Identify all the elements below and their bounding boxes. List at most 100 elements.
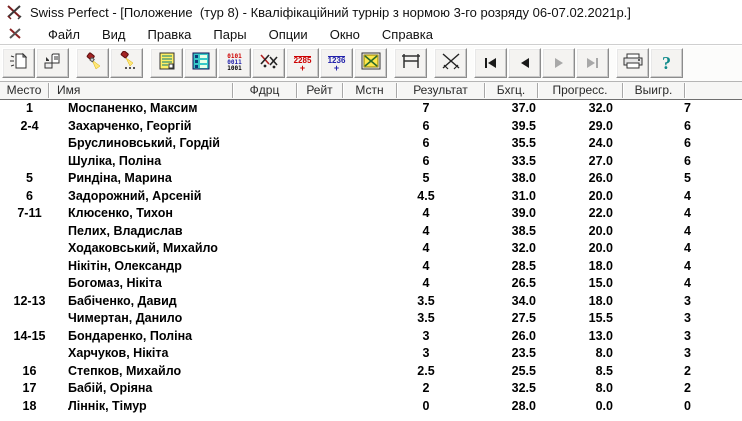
- cell-buchholz: 39.0: [511, 206, 536, 221]
- prev-round-button[interactable]: [508, 48, 541, 78]
- report-cyan-button[interactable]: [184, 48, 217, 78]
- board-picture-button[interactable]: [354, 48, 387, 78]
- cell-result: 4.5: [417, 188, 435, 203]
- table-row[interactable]: 18 Ліннік, Тімур 0 28.0 0.0 0: [0, 398, 742, 416]
- menu-window[interactable]: Окно: [329, 26, 360, 42]
- cell-place: 5: [26, 171, 33, 186]
- title-bar: Swiss Perfect - [Положение (тур 8) - Ква…: [0, 0, 742, 24]
- table-row[interactable]: 7-11 Клюсенко, Тихон 4 39.0 22.0 4: [0, 205, 742, 223]
- table-row[interactable]: 17 Бабій, Оріяна 2 32.5 8.0 2: [0, 380, 742, 398]
- report-yellow-button[interactable]: [150, 48, 183, 78]
- crosstable-button[interactable]: [394, 48, 427, 78]
- next-round-button[interactable]: [542, 48, 575, 78]
- highlight-button[interactable]: [76, 48, 109, 78]
- cell-result: 3.5: [417, 293, 435, 308]
- first-round-button[interactable]: [474, 48, 507, 78]
- cell-place: 2-4: [20, 118, 39, 133]
- cell-wins: 0: [684, 398, 691, 413]
- app-logo-swords-icon: [6, 4, 23, 20]
- report-cyan-icon: [191, 51, 211, 76]
- column-header-4: Мстн: [343, 83, 397, 98]
- table-row[interactable]: 2-4 Захарченко, Георгій 6 39.5 29.0 6: [0, 118, 742, 136]
- column-header-6: Бхгц.: [485, 83, 538, 98]
- open-report-icon: [43, 51, 63, 76]
- cell-wins: 4: [684, 206, 691, 221]
- menu-file[interactable]: Файл: [48, 26, 80, 42]
- cell-name: Риндіна, Марина: [68, 171, 172, 186]
- table-row[interactable]: 16 Степков, Михайло 2.5 25.5 8.5 2: [0, 363, 742, 381]
- last-round-button[interactable]: [576, 48, 609, 78]
- column-header-3: Рейт: [297, 83, 343, 98]
- binary-list-button[interactable]: 0101 0011 1001: [218, 48, 251, 78]
- cell-wins: 5: [684, 171, 691, 186]
- print-button[interactable]: [616, 48, 649, 78]
- cell-result: 0: [422, 398, 430, 413]
- cell-progress: 27.0: [588, 153, 613, 168]
- cell-wins: 3: [684, 293, 691, 308]
- crossed-swords-button[interactable]: [434, 48, 467, 78]
- table-row[interactable]: Чимертан, Данило 3.5 27.5 15.5 3: [0, 310, 742, 328]
- pairing-swords-icon: [258, 52, 280, 75]
- prev-round-icon: [520, 58, 529, 68]
- cell-place: 7-11: [17, 206, 42, 221]
- cell-progress: 18.0: [588, 293, 613, 308]
- table-row[interactable]: Харчуков, Нікіта 3 23.5 8.0 3: [0, 345, 742, 363]
- cell-result: 4: [422, 258, 430, 273]
- menu-bar: Файл Вид Правка Пары Опции Окно Справка: [0, 24, 742, 45]
- menu-help[interactable]: Справка: [381, 26, 433, 42]
- table-header: Место Имя Фдрц Рейт Мстн Результат Бхгц. Прогре…: [0, 82, 742, 100]
- table-row[interactable]: Нікітін, Олександр 4 28.5 18.0 4: [0, 258, 742, 276]
- menu-edit[interactable]: Правка: [147, 26, 192, 42]
- table-row[interactable]: Пелих, Владислав 4 38.5 20.0 4: [0, 223, 742, 241]
- help-button[interactable]: ?: [650, 48, 683, 78]
- table-row[interactable]: Бруслиновський, Гордій 6 35.5 24.0 6: [0, 135, 742, 153]
- menu-pairs[interactable]: Пары: [213, 26, 247, 42]
- highlight-options-button[interactable]: [110, 48, 143, 78]
- table-row[interactable]: 14-15 Бондаренко, Поліна 3 26.0 13.0 3: [0, 328, 742, 346]
- cell-wins: 6: [684, 136, 691, 151]
- cell-wins: 4: [684, 223, 691, 238]
- cell-name: Богомаз, Нікіта: [68, 276, 162, 291]
- window-title: Swiss Perfect - [Положение (тур 8) - Ква…: [30, 4, 631, 20]
- cell-progress: 32.0: [588, 101, 613, 116]
- table-row[interactable]: Шуліка, Поліна 6 33.5 27.0 6: [0, 153, 742, 171]
- table-row[interactable]: Богомаз, Нікіта 4 26.5 15.0 4: [0, 275, 742, 293]
- cell-buchholz: 23.5: [511, 346, 536, 361]
- rating-button[interactable]: 2285 +: [286, 48, 319, 78]
- column-header-8: Выигр.: [623, 83, 685, 98]
- numbers-button[interactable]: 1236 +: [320, 48, 353, 78]
- cell-place: 16: [22, 363, 37, 378]
- crossed-swords-icon: [440, 51, 462, 76]
- pairing-swords-button[interactable]: [252, 48, 285, 78]
- numbers-icon: 1236 +: [327, 55, 346, 73]
- table-row[interactable]: Ходаковський, Михайло 4 32.0 20.0 4: [0, 240, 742, 258]
- mdi-child-icon[interactable]: [8, 27, 23, 41]
- cell-name: Задорожний, Арсеній: [68, 188, 202, 203]
- open-report-button[interactable]: [36, 48, 69, 78]
- cell-place: 14-15: [13, 328, 46, 343]
- cell-name: Бондаренко, Поліна: [68, 328, 193, 343]
- cell-result: 6: [422, 136, 430, 151]
- cell-buchholz: 31.0: [511, 188, 536, 203]
- table-row[interactable]: 1 Моспаненко, Максим 7 37.0 32.0 7: [0, 100, 742, 118]
- column-header-7: Прогресс.: [538, 83, 623, 98]
- cell-progress: 13.0: [588, 328, 613, 343]
- cell-place: 12-13: [13, 293, 46, 308]
- cell-name: Бабіченко, Давид: [68, 293, 177, 308]
- table-row[interactable]: 6 Задорожний, Арсеній 4.5 31.0 20.0 4: [0, 188, 742, 206]
- standings-table: 1 Моспаненко, Максим 7 37.0 32.0 7 2-4 Захарчен…: [0, 100, 742, 415]
- cell-buchholz: 27.5: [511, 311, 536, 326]
- new-report-button[interactable]: [2, 48, 35, 78]
- table-row[interactable]: 5 Риндіна, Марина 5 38.0 26.0 5: [0, 170, 742, 188]
- cell-name: Нікітін, Олександр: [68, 258, 182, 273]
- cell-result: 3: [422, 346, 430, 361]
- cell-name: Бабій, Оріяна: [68, 381, 153, 396]
- menu-options[interactable]: Опции: [268, 26, 308, 42]
- table-row[interactable]: 12-13 Бабіченко, Давид 3.5 34.0 18.0 3: [0, 293, 742, 311]
- cell-wins: 6: [684, 118, 691, 133]
- cell-buchholz: 28.5: [511, 258, 536, 273]
- print-icon: [622, 52, 644, 75]
- help-icon: ?: [662, 52, 671, 73]
- menu-view[interactable]: Вид: [101, 26, 126, 42]
- cell-name: Харчуков, Нікіта: [68, 346, 169, 361]
